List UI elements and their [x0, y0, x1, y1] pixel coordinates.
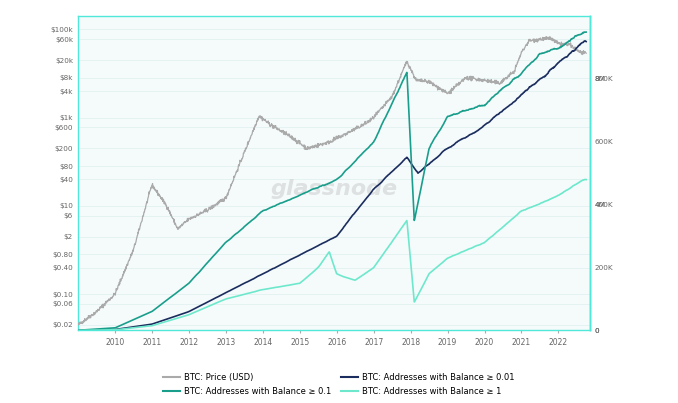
Legend: BTC: Price (USD), BTC: Addresses with Balance ≥ 0.1, BTC: Addresses with Balance: BTC: Price (USD), BTC: Addresses with Ba… [160, 370, 518, 399]
Text: glassnode: glassnode [271, 179, 397, 199]
